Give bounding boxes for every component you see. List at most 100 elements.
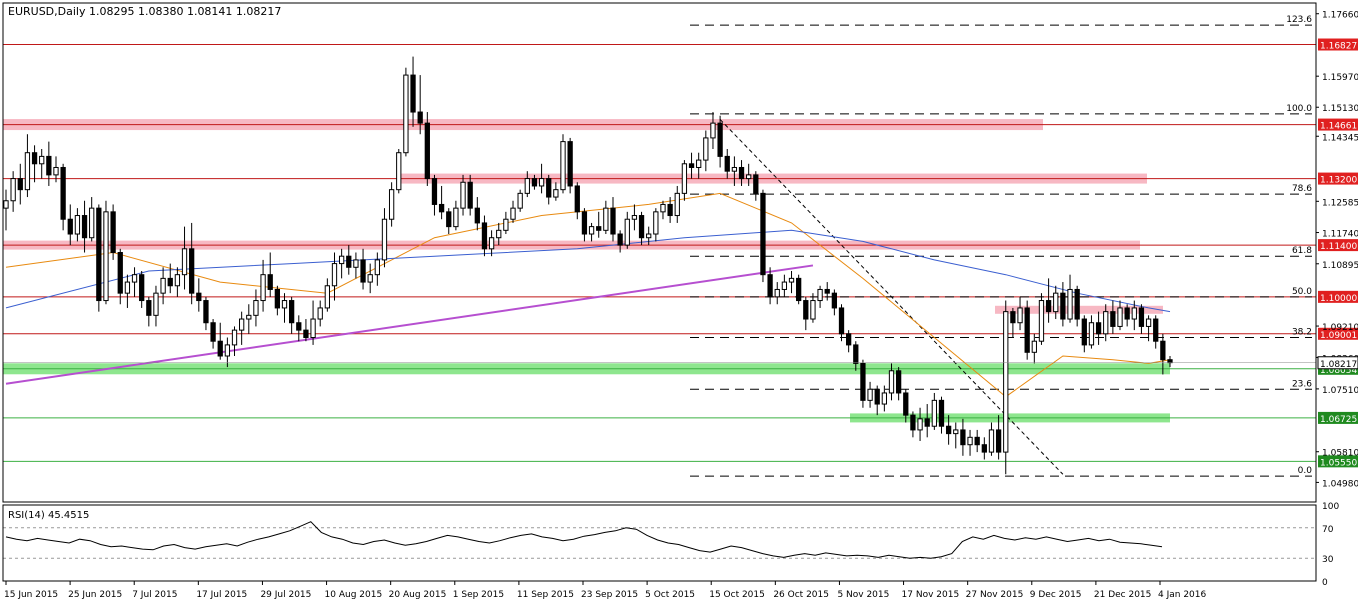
- candle-bear: [196, 292, 202, 302]
- candle-bear: [738, 166, 745, 180]
- candle-bull: [1038, 300, 1045, 342]
- candle-bull: [160, 277, 166, 294]
- candle-bull: [231, 329, 238, 346]
- candle-bull: [453, 207, 459, 228]
- candle-bear: [567, 141, 573, 187]
- candle-bull: [403, 74, 409, 154]
- candle-bear: [796, 277, 802, 302]
- candle-bear: [1010, 311, 1016, 324]
- candle-bear: [60, 166, 66, 220]
- candle-bear: [724, 155, 730, 172]
- candle-bull: [710, 122, 716, 139]
- time-label: 29 Jul 2015: [260, 590, 311, 600]
- time-label: 17 Nov 2015: [902, 590, 960, 600]
- candle-bear: [417, 111, 423, 124]
- candle-bull: [239, 318, 245, 331]
- candle-bear: [117, 252, 123, 294]
- level-tag-1.09001: [1318, 327, 1358, 340]
- price-tick-label: 1.12585: [1322, 198, 1358, 208]
- MA-fast-line: [5, 192, 1171, 398]
- candle-bear: [938, 399, 945, 427]
- candle-bull: [631, 215, 638, 220]
- candle-bull: [781, 281, 788, 290]
- candle-bear: [824, 288, 830, 294]
- candle-bull: [1131, 307, 1137, 320]
- price-tick-label: 1.15970: [1322, 73, 1358, 83]
- candle-bear: [303, 329, 309, 339]
- candle-bull: [374, 259, 380, 276]
- rsi-tick-label: 100: [1322, 502, 1339, 512]
- candle-bear: [217, 340, 223, 357]
- candle-bear: [360, 259, 366, 283]
- price-tick-label: 1.17660: [1322, 11, 1358, 21]
- candle-bear: [1167, 359, 1173, 364]
- candle-bear: [995, 429, 1002, 453]
- level-tag-1.05550: [1318, 455, 1358, 468]
- level-label-1.08054: 1.08054: [1320, 366, 1357, 376]
- candle-bull: [367, 274, 373, 283]
- candle-bull: [3, 200, 9, 209]
- time-label: 17 Jul 2015: [196, 590, 247, 600]
- rsi-tick-label: 0: [1322, 578, 1328, 588]
- candle-bull: [538, 178, 545, 187]
- candle-bull: [224, 344, 231, 357]
- candle-bull: [1067, 288, 1073, 320]
- candle-bull: [24, 152, 31, 191]
- candle-bull: [460, 181, 466, 209]
- candle-bull: [660, 203, 666, 213]
- candle-bull: [646, 233, 652, 239]
- candle-bull: [774, 288, 780, 298]
- candle-bear: [688, 163, 695, 168]
- candle-bull: [89, 207, 95, 239]
- candle-bear: [531, 178, 538, 187]
- candle-bull: [1017, 307, 1023, 324]
- candle-bear: [1095, 322, 1102, 335]
- candle-bull: [788, 277, 795, 283]
- time-label: 1 Sep 2015: [453, 590, 504, 600]
- candle-bear: [146, 300, 152, 316]
- candle-bull: [988, 429, 995, 453]
- candle-bull: [674, 192, 680, 217]
- time-label: 21 Dec 2015: [1094, 590, 1152, 600]
- candle-bear: [960, 429, 966, 446]
- fib-label-123.6: 123.6: [1286, 15, 1312, 25]
- candle-bear: [267, 274, 273, 290]
- price-tick-label: 1.15130: [1322, 104, 1358, 114]
- candle-bull: [681, 163, 688, 194]
- candle-bear: [46, 155, 52, 176]
- candle-bear: [481, 222, 488, 250]
- candle-bear: [838, 307, 845, 335]
- candle-bear: [617, 233, 623, 246]
- candle-bear: [410, 74, 416, 113]
- candle-bear: [974, 436, 980, 446]
- fib-label-78.6: 78.6: [1292, 184, 1312, 194]
- candle-bull: [917, 418, 923, 431]
- time-label: 25 Jun 2015: [68, 590, 122, 600]
- candle-bear: [760, 192, 766, 276]
- candle-bear: [860, 362, 866, 401]
- candle-bull: [246, 314, 252, 320]
- candle-bear: [1160, 340, 1166, 361]
- level-tag-1.06725: [1318, 411, 1358, 424]
- candle-bull: [1031, 340, 1037, 353]
- time-label: 10 Aug 2015: [325, 590, 383, 600]
- candle-bear: [803, 300, 809, 320]
- candle-bull: [331, 263, 338, 287]
- candle-bear: [581, 211, 588, 235]
- price-tick-label: 1.14345: [1322, 133, 1358, 143]
- candle-bull: [881, 392, 887, 405]
- candle-bear: [289, 300, 295, 324]
- candle-bear: [610, 207, 616, 235]
- candle-bull: [867, 388, 873, 401]
- candle-bull: [1145, 318, 1152, 327]
- candle-bull: [253, 300, 259, 316]
- candle-bear: [767, 274, 773, 298]
- candle-bull: [388, 189, 395, 220]
- candle-bear: [874, 388, 880, 405]
- support-trendline: [5, 264, 814, 385]
- candle-bear: [467, 181, 473, 209]
- time-label: 11 Sep 2015: [517, 590, 574, 600]
- time-label: 9 Dec 2015: [1030, 590, 1082, 600]
- price-tick-label: 1.10895: [1322, 261, 1358, 271]
- candle-bear: [546, 178, 552, 198]
